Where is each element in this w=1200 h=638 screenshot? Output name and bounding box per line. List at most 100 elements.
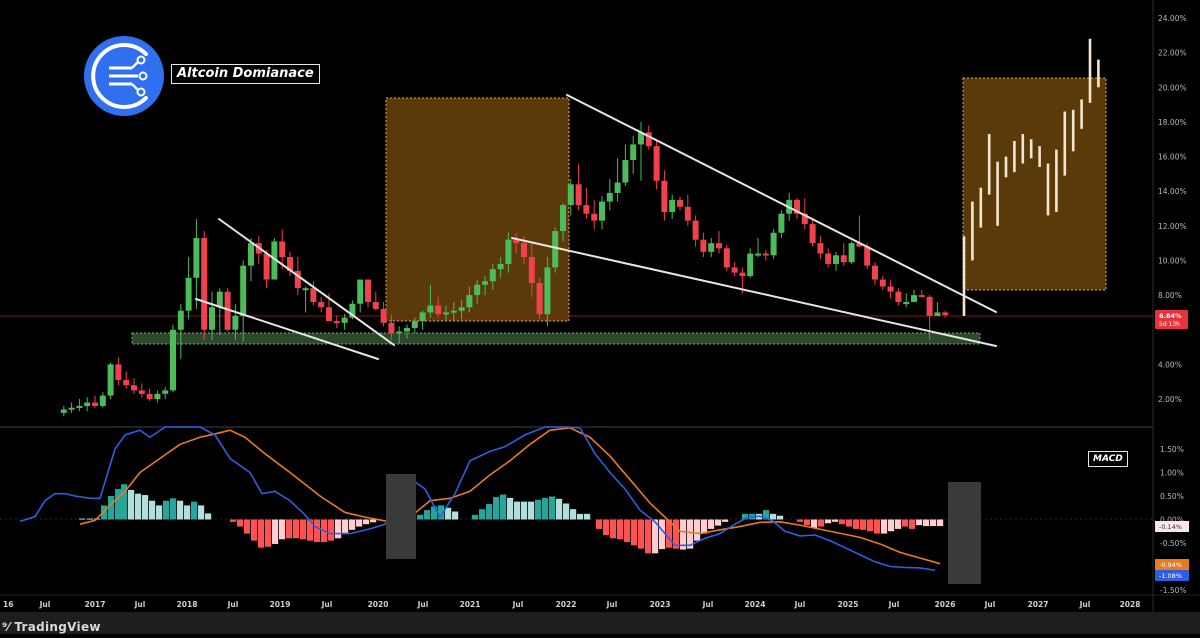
- candle: [575, 184, 582, 206]
- candle: [918, 295, 925, 298]
- candle: [318, 302, 325, 308]
- candle: [450, 310, 457, 313]
- macd-highlight-box-2020: [386, 474, 416, 559]
- candle: [747, 253, 754, 277]
- time-tick: 2020: [368, 600, 389, 609]
- histogram-bar: [205, 513, 212, 520]
- candle: [458, 307, 465, 311]
- time-tick: 2019: [270, 600, 291, 609]
- histogram-bar: [902, 519, 909, 527]
- price-tick: 10.00%: [1158, 256, 1187, 265]
- candle: [99, 395, 106, 406]
- candle: [138, 390, 145, 394]
- candle: [302, 288, 309, 291]
- macd-signal-line: [79, 427, 941, 565]
- histogram-bar: [673, 519, 680, 549]
- candle: [591, 213, 598, 221]
- chart-title: Altcoin Domianace: [171, 64, 320, 84]
- time-tick: Jul: [134, 600, 146, 609]
- projection-bar: [1013, 140, 1016, 173]
- histogram-bar: [722, 519, 729, 522]
- histogram-bar: [514, 501, 521, 520]
- candle: [232, 315, 239, 330]
- candle: [926, 296, 933, 316]
- candle: [482, 281, 488, 285]
- candle: [942, 312, 949, 316]
- candle: [357, 279, 364, 304]
- candle: [380, 308, 387, 323]
- macd-tick: 1.00%: [1160, 469, 1184, 478]
- candle: [677, 199, 683, 207]
- candle: [279, 241, 286, 258]
- projection-bar: [971, 201, 974, 261]
- histogram-bar: [507, 497, 514, 520]
- histogram-bar: [431, 506, 438, 520]
- candle: [599, 201, 605, 221]
- candle: [388, 322, 395, 334]
- histogram-value: -0.14%: [1159, 523, 1182, 531]
- histogram-bar: [198, 505, 205, 520]
- projection-bar: [987, 134, 991, 195]
- histogram-bar: [818, 519, 825, 527]
- macd-line: [19, 426, 936, 572]
- histogram-bar: [680, 519, 687, 550]
- candle: [622, 160, 629, 183]
- candle: [466, 295, 473, 308]
- candle: [848, 243, 855, 263]
- candle: [825, 253, 832, 264]
- candle: [630, 144, 637, 161]
- candle: [684, 206, 691, 221]
- price-tick: 4.00%: [1158, 360, 1182, 369]
- candle: [544, 267, 551, 315]
- histogram-bar: [279, 519, 286, 540]
- candle: [606, 192, 613, 202]
- time-tick: Jul: [984, 600, 996, 609]
- time-tick: Jul: [1079, 600, 1091, 609]
- candle: [864, 246, 871, 266]
- histogram-bar: [715, 519, 722, 526]
- time-tick: 16: [3, 600, 13, 609]
- histogram-bar: [184, 505, 191, 520]
- price-axis[interactable]: 24.00% 22.00% 20.00% 18.00% 16.00% 14.00% 12.0…: [1158, 14, 1187, 404]
- time-axis[interactable]: 16 Jul 2017 Jul 2018 Jul 2019 Jul 2020 Jul 2021 Jul…: [3, 600, 1140, 609]
- histogram-bar: [363, 519, 370, 525]
- candle: [560, 205, 566, 232]
- projection-bar: [1046, 163, 1050, 216]
- price-tick: 12.00%: [1158, 222, 1187, 231]
- time-tick: 2025: [838, 600, 859, 609]
- histogram-bar: [652, 519, 659, 554]
- candle: [294, 270, 301, 289]
- histogram-bar: [549, 496, 556, 520]
- candle: [287, 257, 293, 271]
- price-tick: 22.00%: [1158, 49, 1187, 58]
- projection-bar: [1088, 38, 1092, 103]
- footer-bar: [0, 612, 1200, 634]
- tradingview-brand[interactable]: ⁹⁄ TradingView: [2, 620, 101, 634]
- histogram-bar: [417, 514, 424, 520]
- time-tick: Jul: [606, 600, 618, 609]
- time-tick: Jul: [39, 600, 51, 609]
- candle: [76, 405, 83, 408]
- macd-tick: -1.50%: [1160, 586, 1187, 595]
- histogram-bar: [438, 505, 445, 520]
- candle: [419, 312, 426, 322]
- histogram-bar: [286, 519, 293, 539]
- histogram-bar: [638, 519, 645, 549]
- histogram-bar: [251, 519, 258, 541]
- macd-axis[interactable]: 1.50% 1.00% 0.50% 0.00% -0.50% -1.50%: [1160, 445, 1187, 595]
- projection-bars: [962, 38, 1100, 316]
- projection-bar: [1038, 146, 1041, 167]
- time-tick: 2018: [177, 600, 198, 609]
- projection-bar: [1055, 149, 1058, 212]
- candle: [552, 231, 559, 268]
- candle: [934, 312, 941, 316]
- candle: [84, 402, 91, 406]
- histogram-bar: [445, 507, 452, 520]
- macd-highlight-box-2026: [948, 482, 981, 584]
- histogram-bar: [258, 519, 265, 548]
- histogram-bar: [177, 500, 184, 520]
- candle: [895, 291, 902, 303]
- histogram-bar: [163, 500, 170, 520]
